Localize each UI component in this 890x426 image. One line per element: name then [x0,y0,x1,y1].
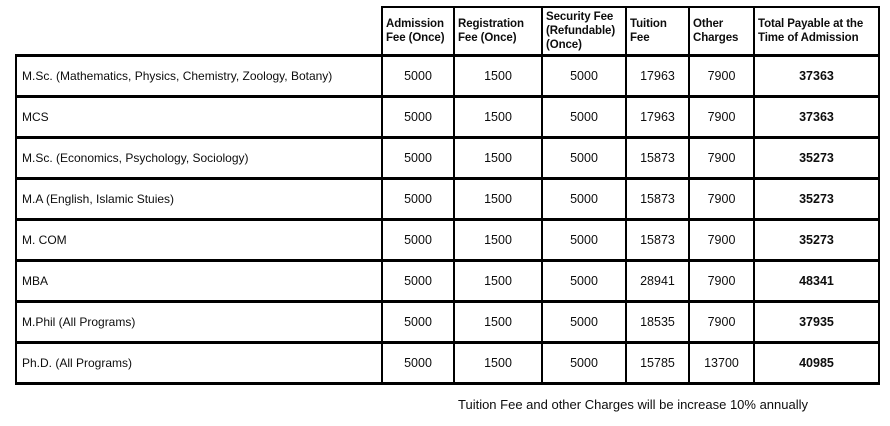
header-row: Admission Fee (Once) Registration Fee (O… [16,6,880,57]
other-charges-cell: 7900 [688,95,755,140]
total-payable-cell: 40985 [753,341,880,386]
fee-table: Admission Fee (Once) Registration Fee (O… [15,6,880,386]
admission-fee-cell: 5000 [381,341,455,386]
security-fee-cell: 5000 [541,218,627,263]
header-registration-fee: Registration Fee (Once) [453,6,543,57]
program-name-cell: M.Sc. (Mathematics, Physics, Chemistry, … [15,54,383,99]
security-fee-cell: 5000 [541,177,627,222]
annual-increase-note: Tuition Fee and other Charges will be in… [458,397,808,412]
other-charges-cell: 13700 [688,341,755,386]
other-charges-cell: 7900 [688,136,755,181]
admission-fee-cell: 5000 [381,300,455,345]
other-charges-cell: 7900 [688,300,755,345]
tuition-fee-cell: 17963 [625,95,690,140]
table-row: M.Phil (All Programs) 5000 1500 5000 185… [15,300,880,345]
other-charges-cell: 7900 [688,177,755,222]
total-payable-cell: 35273 [753,177,880,222]
program-name-cell: M.Sc. (Economics, Psychology, Sociology) [15,136,383,181]
registration-fee-cell: 1500 [453,259,543,304]
security-fee-cell: 5000 [541,95,627,140]
header-other-charges: Other Charges [688,6,755,57]
program-name-cell: M.Phil (All Programs) [15,300,383,345]
registration-fee-cell: 1500 [453,300,543,345]
program-name-cell: MBA [15,259,383,304]
registration-fee-cell: 1500 [453,136,543,181]
other-charges-cell: 7900 [688,259,755,304]
registration-fee-cell: 1500 [453,218,543,263]
tuition-fee-cell: 15873 [625,218,690,263]
table-row: MCS 5000 1500 5000 17963 7900 37363 [15,95,880,140]
header-admission-fee: Admission Fee (Once) [381,6,455,57]
header-tuition-fee: Tuition Fee [625,6,690,57]
security-fee-cell: 5000 [541,300,627,345]
registration-fee-cell: 1500 [453,177,543,222]
table-row: M. COM 5000 1500 5000 15873 7900 35273 [15,218,880,263]
header-total-payable: Total Payable at the Time of Admission [753,6,880,57]
header-security-fee: Security Fee (Refundable) (Once) [541,6,627,57]
total-payable-cell: 35273 [753,136,880,181]
tuition-fee-cell: 18535 [625,300,690,345]
security-fee-cell: 5000 [541,136,627,181]
tuition-fee-cell: 15785 [625,341,690,386]
total-payable-cell: 48341 [753,259,880,304]
program-name-cell: MCS [15,95,383,140]
program-name-cell: Ph.D. (All Programs) [15,341,383,386]
program-name-cell: M.A (English, Islamic Stuies) [15,177,383,222]
tuition-fee-cell: 15873 [625,177,690,222]
table-row: M.A (English, Islamic Stuies) 5000 1500 … [15,177,880,222]
admission-fee-cell: 5000 [381,54,455,99]
total-payable-cell: 35273 [753,218,880,263]
table-row: M.Sc. (Mathematics, Physics, Chemistry, … [15,54,880,99]
total-payable-cell: 37363 [753,54,880,99]
security-fee-cell: 5000 [541,259,627,304]
tuition-fee-cell: 28941 [625,259,690,304]
admission-fee-cell: 5000 [381,95,455,140]
registration-fee-cell: 1500 [453,95,543,140]
tuition-fee-cell: 15873 [625,136,690,181]
admission-fee-cell: 5000 [381,177,455,222]
total-payable-cell: 37935 [753,300,880,345]
security-fee-cell: 5000 [541,54,627,99]
admission-fee-cell: 5000 [381,259,455,304]
other-charges-cell: 7900 [688,54,755,99]
total-payable-cell: 37363 [753,95,880,140]
header-blank-cell [16,7,382,56]
table-row: MBA 5000 1500 5000 28941 7900 48341 [15,259,880,304]
table-row: Ph.D. (All Programs) 5000 1500 5000 1578… [15,341,880,386]
admission-fee-cell: 5000 [381,218,455,263]
program-name-cell: M. COM [15,218,383,263]
tuition-fee-cell: 17963 [625,54,690,99]
admission-fee-cell: 5000 [381,136,455,181]
table-row: M.Sc. (Economics, Psychology, Sociology)… [15,136,880,181]
registration-fee-cell: 1500 [453,341,543,386]
security-fee-cell: 5000 [541,341,627,386]
registration-fee-cell: 1500 [453,54,543,99]
fee-table-body: M.Sc. (Mathematics, Physics, Chemistry, … [15,54,880,386]
other-charges-cell: 7900 [688,218,755,263]
